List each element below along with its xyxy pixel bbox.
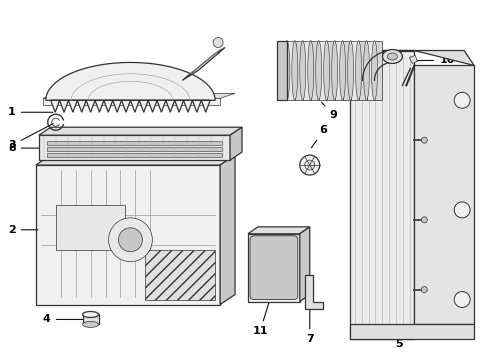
Polygon shape bbox=[42, 98, 220, 105]
Ellipse shape bbox=[82, 311, 99, 318]
Polygon shape bbox=[302, 41, 310, 100]
Ellipse shape bbox=[386, 53, 397, 60]
Polygon shape bbox=[294, 41, 302, 100]
Ellipse shape bbox=[355, 41, 361, 100]
Text: 1: 1 bbox=[8, 107, 53, 117]
Polygon shape bbox=[304, 275, 322, 310]
Polygon shape bbox=[299, 227, 309, 302]
Ellipse shape bbox=[339, 41, 345, 100]
Polygon shape bbox=[42, 93, 235, 98]
Polygon shape bbox=[145, 250, 215, 300]
Polygon shape bbox=[286, 41, 294, 100]
Polygon shape bbox=[82, 315, 99, 324]
Ellipse shape bbox=[291, 41, 297, 100]
Ellipse shape bbox=[347, 41, 353, 100]
Ellipse shape bbox=[299, 41, 305, 100]
Ellipse shape bbox=[82, 321, 99, 328]
Circle shape bbox=[421, 217, 427, 223]
Polygon shape bbox=[318, 41, 326, 100]
Polygon shape bbox=[334, 41, 342, 100]
Text: 5: 5 bbox=[395, 330, 403, 349]
Text: 11: 11 bbox=[252, 302, 268, 336]
Polygon shape bbox=[47, 153, 222, 157]
Polygon shape bbox=[349, 50, 413, 339]
Text: 7: 7 bbox=[305, 310, 313, 345]
FancyBboxPatch shape bbox=[249, 236, 297, 300]
Ellipse shape bbox=[382, 50, 402, 63]
Text: 3: 3 bbox=[8, 123, 53, 150]
Circle shape bbox=[299, 155, 319, 175]
Ellipse shape bbox=[363, 41, 369, 100]
Text: 9: 9 bbox=[321, 102, 337, 120]
Polygon shape bbox=[39, 127, 242, 135]
Circle shape bbox=[108, 218, 152, 262]
Polygon shape bbox=[182, 48, 224, 80]
Polygon shape bbox=[36, 165, 220, 305]
Polygon shape bbox=[36, 155, 235, 165]
Polygon shape bbox=[247, 234, 299, 302]
Circle shape bbox=[453, 292, 469, 307]
Polygon shape bbox=[374, 41, 382, 100]
Polygon shape bbox=[220, 155, 235, 305]
Ellipse shape bbox=[371, 41, 377, 100]
Circle shape bbox=[453, 92, 469, 108]
Polygon shape bbox=[358, 41, 366, 100]
Polygon shape bbox=[342, 41, 350, 100]
Polygon shape bbox=[276, 41, 286, 100]
Polygon shape bbox=[366, 41, 374, 100]
Polygon shape bbox=[229, 127, 242, 160]
Circle shape bbox=[213, 37, 223, 48]
Circle shape bbox=[304, 160, 314, 170]
Text: 2: 2 bbox=[8, 225, 38, 235]
Polygon shape bbox=[349, 50, 473, 66]
Polygon shape bbox=[349, 324, 473, 339]
Text: 8: 8 bbox=[8, 143, 43, 153]
Circle shape bbox=[421, 287, 427, 293]
Ellipse shape bbox=[307, 41, 313, 100]
Polygon shape bbox=[408, 55, 416, 63]
Polygon shape bbox=[326, 41, 334, 100]
Polygon shape bbox=[247, 227, 309, 234]
Ellipse shape bbox=[323, 41, 329, 100]
Ellipse shape bbox=[283, 41, 289, 100]
Circle shape bbox=[421, 137, 427, 143]
Polygon shape bbox=[47, 141, 222, 145]
Polygon shape bbox=[413, 66, 473, 324]
Text: 6: 6 bbox=[311, 125, 327, 148]
Polygon shape bbox=[56, 205, 125, 250]
Ellipse shape bbox=[331, 41, 337, 100]
Polygon shape bbox=[350, 41, 358, 100]
Circle shape bbox=[453, 202, 469, 218]
Circle shape bbox=[118, 228, 142, 252]
Polygon shape bbox=[39, 135, 229, 160]
Text: 10: 10 bbox=[416, 55, 454, 66]
Text: 4: 4 bbox=[43, 314, 88, 324]
Polygon shape bbox=[46, 63, 215, 112]
Polygon shape bbox=[47, 147, 222, 151]
Ellipse shape bbox=[315, 41, 321, 100]
Polygon shape bbox=[310, 41, 318, 100]
